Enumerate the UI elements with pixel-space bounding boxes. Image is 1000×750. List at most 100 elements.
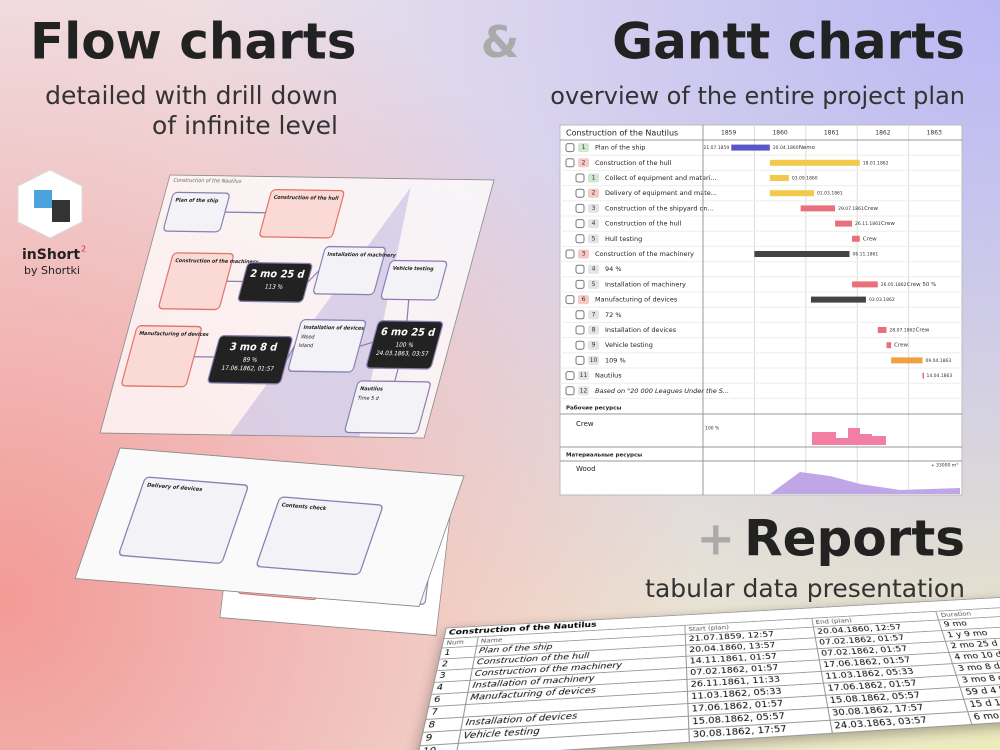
node-title: 2 mo 25 d [249, 269, 306, 281]
task-num: 3 [592, 205, 596, 212]
task-num: 4 [592, 266, 596, 273]
task-name: Plan of the ship [595, 144, 645, 152]
node-line: Time 5 d [356, 396, 380, 402]
task-num: 5 [592, 235, 596, 242]
gantt-bar [811, 297, 866, 303]
node-title: 6 mo 25 d [379, 327, 436, 339]
bar-end-label: 28.07.1862 [889, 328, 915, 334]
task-name: Manufacturing of devices [595, 296, 678, 304]
bar-end-label: 06.11.1861 [852, 252, 878, 258]
heading: Flow charts [30, 13, 357, 71]
task-name: 94 % [605, 265, 622, 273]
node-title: Installation of machinery [327, 252, 398, 259]
subheading: of infinite level [152, 111, 338, 140]
brand-sup: 2 [81, 245, 86, 254]
flow-layer: Delivery of devicesContents check [75, 448, 464, 607]
bar-end-label: 26.11.1861 [855, 221, 881, 227]
bar-note: Crew [881, 221, 895, 227]
task-name: Collect of equipment and materi... [605, 174, 717, 182]
task-num: 8 [592, 327, 596, 334]
node-title: 3 mo 8 d [228, 342, 278, 354]
task-num: 3 [582, 251, 586, 258]
bar-end-label: 09.04.1863 [925, 358, 951, 364]
node-line: 24.03.1863, 03:57 [375, 350, 429, 358]
task-name: Vehicle testing [605, 341, 653, 349]
bar-note: Crew [864, 206, 878, 212]
task-num: 12 [580, 387, 588, 394]
task-name: Installation of devices [605, 326, 677, 334]
task-name: Hull testing [605, 235, 642, 243]
subheading: tabular data presentation [645, 574, 965, 603]
bar-note: Crew [894, 343, 908, 349]
year-label: 1863 [927, 130, 942, 137]
bar-end-label: 20.04.1860 [773, 145, 799, 151]
task-num: 1 [582, 144, 586, 151]
task-num: 4 [592, 220, 596, 227]
task-name: Nautilus [595, 372, 622, 380]
node-title: Manufacturing of devices [138, 331, 209, 338]
node-line: Wood [300, 334, 315, 340]
task-num: 1 [592, 175, 596, 182]
section-label: Рабочие ресурсы [566, 405, 621, 412]
task-num: 2 [582, 159, 586, 166]
resource-name: Wood [576, 465, 596, 473]
subheading: detailed with drill down [45, 81, 338, 110]
node-title: Vehicle testing [392, 266, 435, 273]
plus: + [696, 512, 735, 566]
bar-note: Crew [863, 236, 877, 242]
task-num: 11 [580, 372, 588, 379]
node-line: 113 % [264, 283, 284, 290]
year-label: 1862 [875, 130, 890, 137]
subheading: overview of the entire project plan [550, 82, 965, 110]
task-name: Construction of the hull [595, 159, 672, 167]
brand-by: by Shortki [24, 264, 80, 277]
year-label: 1861 [824, 130, 839, 137]
task-name: Based on "20 000 Leagues Under the S... [595, 387, 729, 395]
gantt-bar [770, 175, 789, 181]
bar-end-label: 18.01.1862 [863, 160, 889, 166]
bar-note: Crew 50 % [907, 282, 937, 288]
bar-start-label: 21.07.1859 [704, 145, 730, 151]
node-line: 17.06.1862, 01:57 [221, 365, 275, 373]
task-name: Delivery of equipment and mate... [605, 189, 717, 197]
bar-note: Crew [915, 328, 929, 334]
brand-name: inShort [22, 247, 80, 263]
node-title: Plan of the ship [174, 198, 219, 205]
resource-total: + 33000 m³ [931, 463, 958, 469]
task-num: 2 [592, 190, 596, 197]
node-line: 100 % [395, 342, 415, 349]
gantt-bar [801, 205, 835, 211]
gantt-bar [886, 342, 891, 348]
task-num: 6 [582, 296, 586, 303]
gantt-bar [770, 160, 860, 166]
task-num: 7 [592, 311, 596, 318]
heading: Gantt charts [612, 13, 965, 71]
gantt-bar [835, 221, 852, 227]
task-name: 109 % [605, 356, 626, 364]
gantt-bar [878, 327, 887, 333]
gantt-panel: Construction of the Nautilus 1859 1860 186… [560, 125, 962, 495]
bar-end-label: 03.03.1862 [869, 297, 895, 303]
task-name: Construction of the machinery [595, 250, 694, 258]
gantt-bar [852, 281, 878, 287]
bar-end-label: 03.09.1860 [792, 176, 818, 182]
year-label: 1860 [772, 130, 787, 137]
task-name: Installation of machinery [605, 280, 686, 288]
resource-name: Crew [576, 420, 594, 428]
node-title: Installation of devices [303, 325, 365, 332]
layer-title: Construction of the Nautilus [173, 178, 243, 185]
flow-node [344, 381, 431, 434]
year-label: 1859 [721, 130, 736, 137]
resource-load: 100 % [705, 426, 720, 432]
task-num: 10 [590, 357, 598, 364]
node-line: 89 % [242, 357, 259, 364]
node-line: Island [298, 343, 314, 349]
heading: Reports [744, 510, 965, 568]
task-name: 72 % [605, 311, 622, 319]
logo-cube [52, 200, 70, 222]
flow-layer: Construction of the Nautilus Plan of the… [100, 175, 494, 438]
bar-note: Nemo [799, 145, 816, 151]
flow-arrow [225, 212, 266, 213]
bar-end-label: 26.05.1862 [881, 282, 907, 288]
